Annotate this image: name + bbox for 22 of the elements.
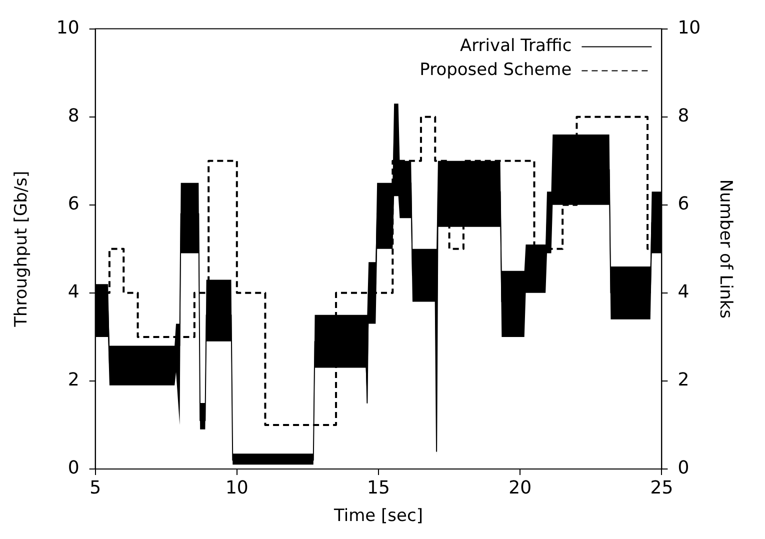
x-tick-label: 5 — [90, 477, 102, 498]
y2-tick-label: 6 — [678, 194, 690, 215]
y-tick-label: 6 — [68, 194, 80, 215]
y2-tick-label: 0 — [678, 458, 690, 479]
x-axis-title: Time [sec] — [333, 506, 423, 526]
y2-tick-label: 4 — [678, 282, 690, 303]
x-tick-label: 15 — [367, 477, 390, 498]
y-tick-label: 2 — [68, 370, 80, 391]
y2-tick-label: 10 — [678, 17, 701, 38]
legend-label: Arrival Traffic — [460, 36, 572, 56]
y2-tick-label: 2 — [678, 370, 690, 391]
x-tick-label: 20 — [508, 477, 532, 498]
y2-tick-label: 8 — [678, 106, 690, 127]
y-tick-label: 10 — [56, 17, 80, 38]
x-tick-label: 10 — [225, 477, 248, 498]
legend-label: Proposed Scheme — [420, 60, 572, 80]
y-tick-label: 8 — [68, 106, 80, 127]
y-tick-label: 0 — [68, 458, 80, 479]
y-axis-title: Throughput [Gb/s] — [12, 170, 32, 328]
x-tick-label: 25 — [650, 477, 674, 498]
y2-axis-title: Number of Links — [715, 179, 736, 319]
y-tick-label: 4 — [68, 282, 80, 303]
